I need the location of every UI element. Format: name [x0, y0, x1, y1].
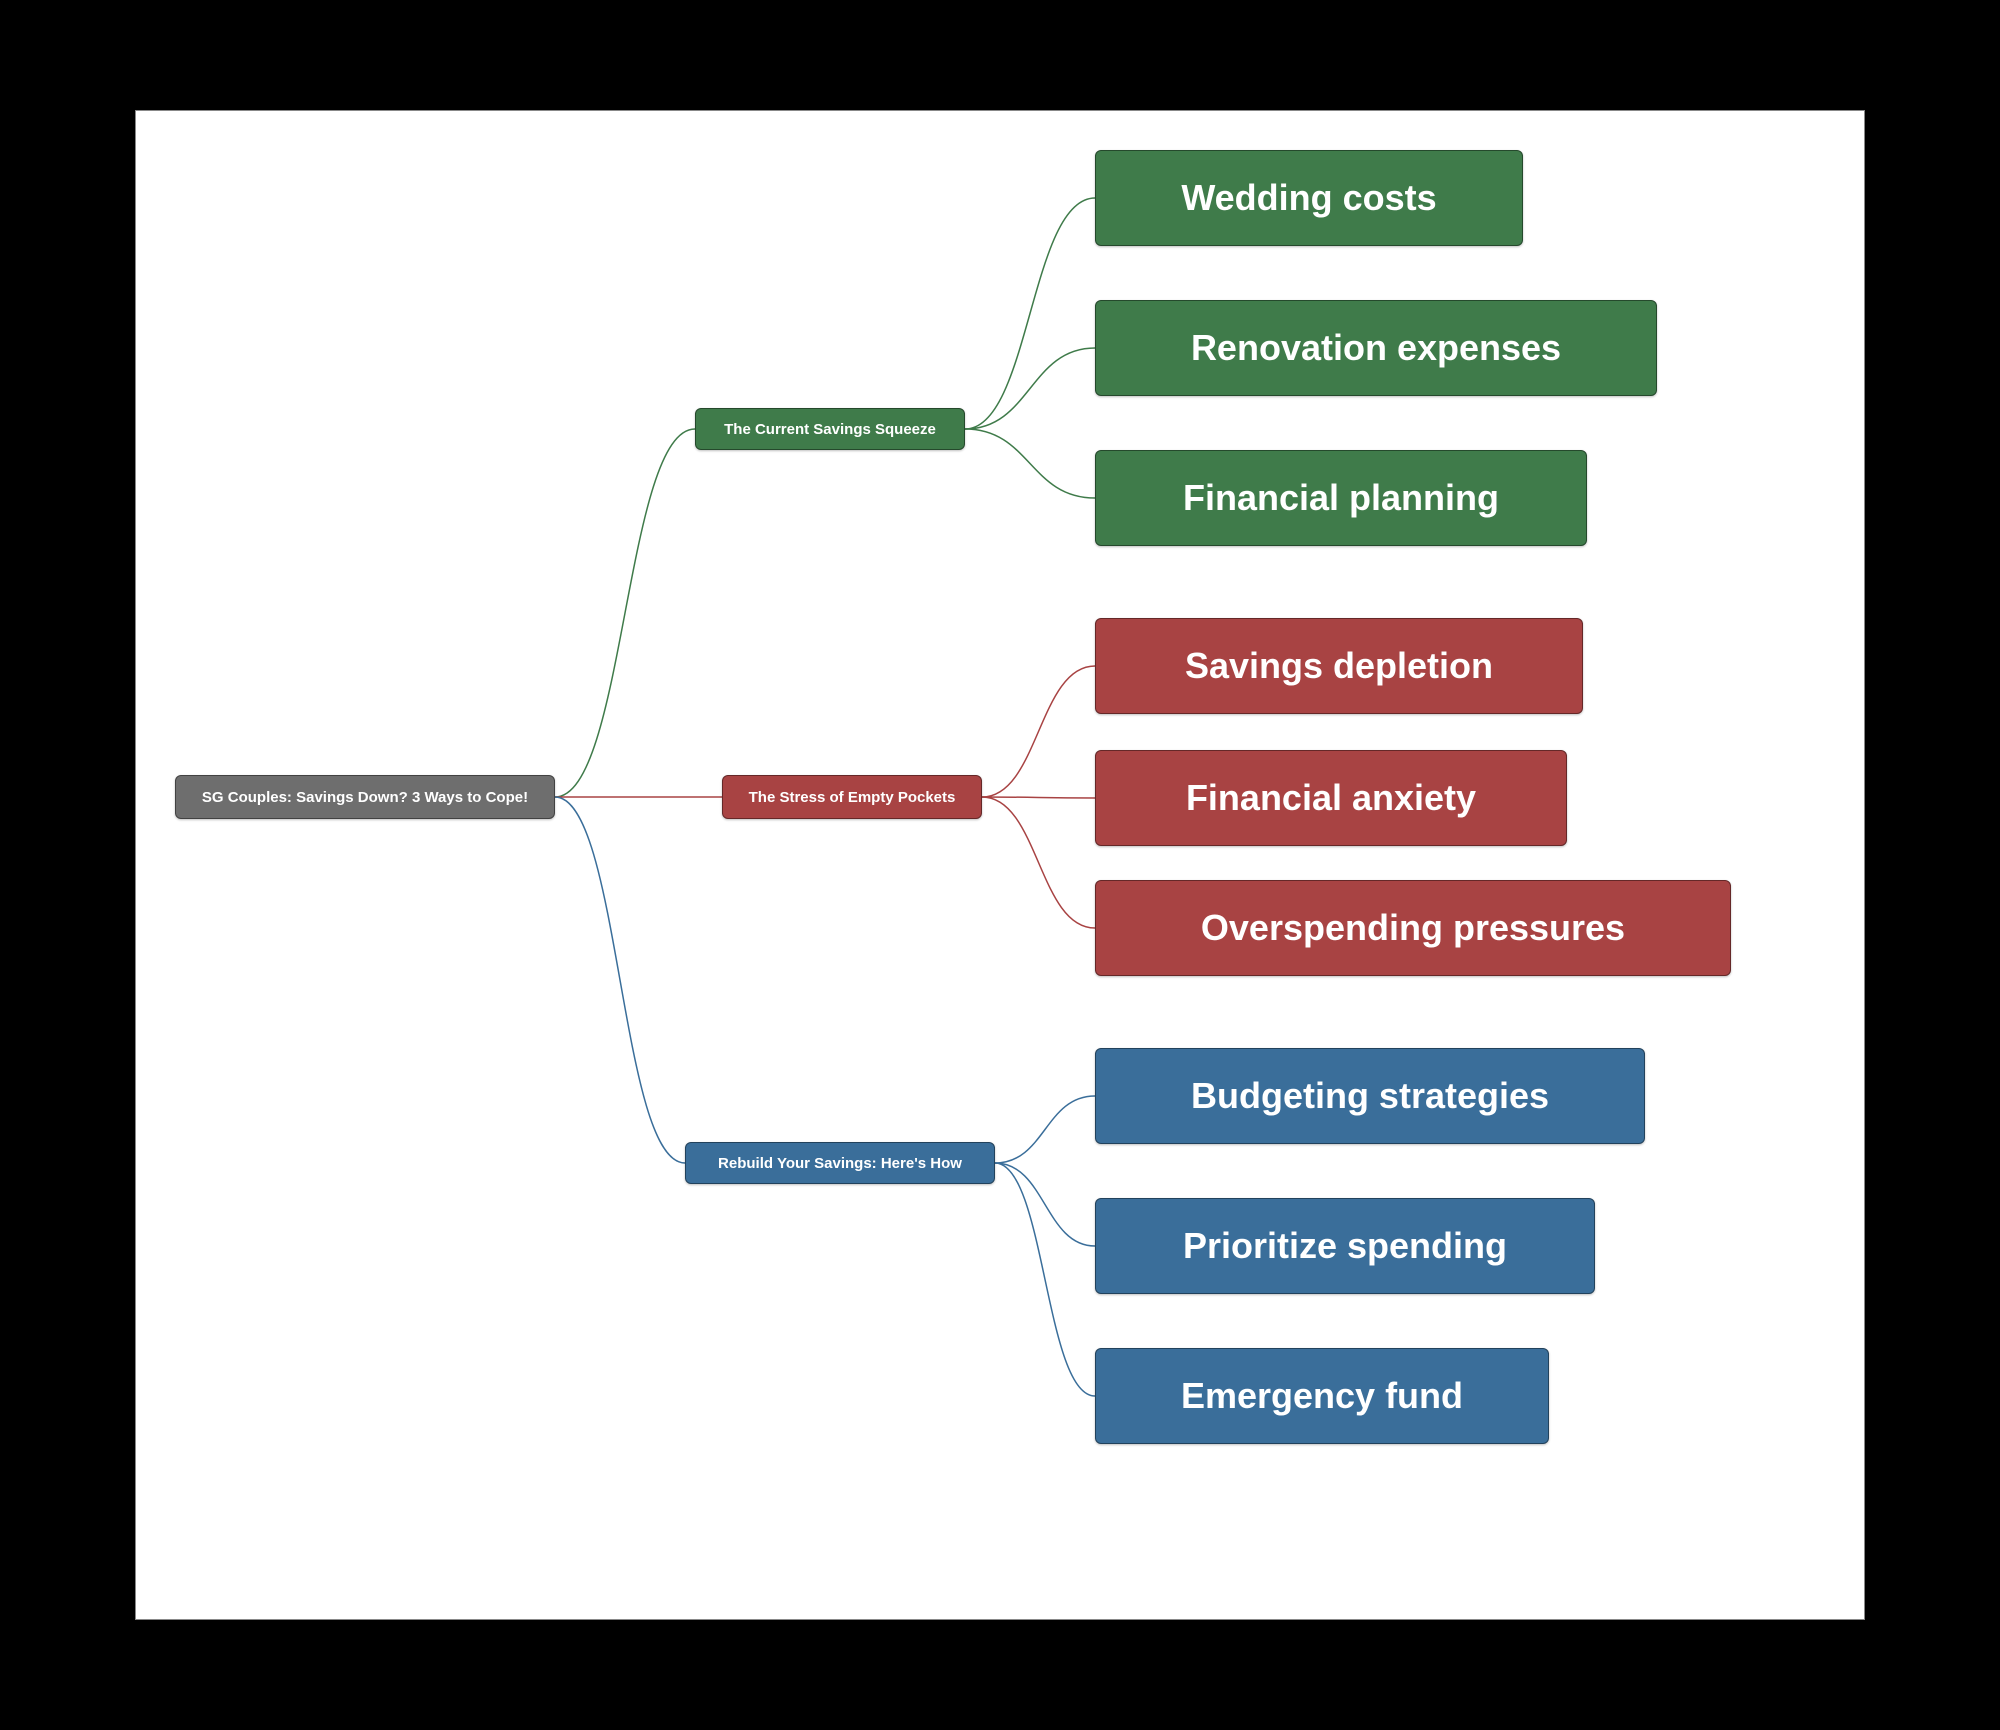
node-label: Wedding costs: [1181, 177, 1436, 219]
node-label: Emergency fund: [1181, 1375, 1463, 1417]
node-label: Prioritize spending: [1183, 1225, 1507, 1267]
node-label: Renovation expenses: [1191, 327, 1561, 369]
node-label: SG Couples: Savings Down? 3 Ways to Cope…: [202, 789, 528, 806]
node-bl3: Emergency fund: [1095, 1348, 1549, 1444]
node-root: SG Couples: Savings Down? 3 Ways to Cope…: [175, 775, 555, 819]
node-g1: Wedding costs: [1095, 150, 1523, 246]
node-r3: Overspending pressures: [1095, 880, 1731, 976]
node-b2: The Stress of Empty Pockets: [722, 775, 982, 819]
node-g3: Financial planning: [1095, 450, 1587, 546]
node-label: Budgeting strategies: [1191, 1075, 1549, 1117]
node-bl1: Budgeting strategies: [1095, 1048, 1645, 1144]
node-label: Savings depletion: [1185, 645, 1493, 687]
node-bl2: Prioritize spending: [1095, 1198, 1595, 1294]
node-g2: Renovation expenses: [1095, 300, 1657, 396]
node-label: Financial anxiety: [1186, 777, 1476, 819]
node-r2: Financial anxiety: [1095, 750, 1567, 846]
node-label: The Current Savings Squeeze: [724, 421, 936, 438]
node-b1: The Current Savings Squeeze: [695, 408, 965, 450]
node-label: Rebuild Your Savings: Here's How: [718, 1155, 962, 1172]
node-label: Overspending pressures: [1201, 907, 1625, 949]
node-label: Financial planning: [1183, 477, 1499, 519]
node-b3: Rebuild Your Savings: Here's How: [685, 1142, 995, 1184]
node-label: The Stress of Empty Pockets: [749, 789, 956, 806]
node-r1: Savings depletion: [1095, 618, 1583, 714]
